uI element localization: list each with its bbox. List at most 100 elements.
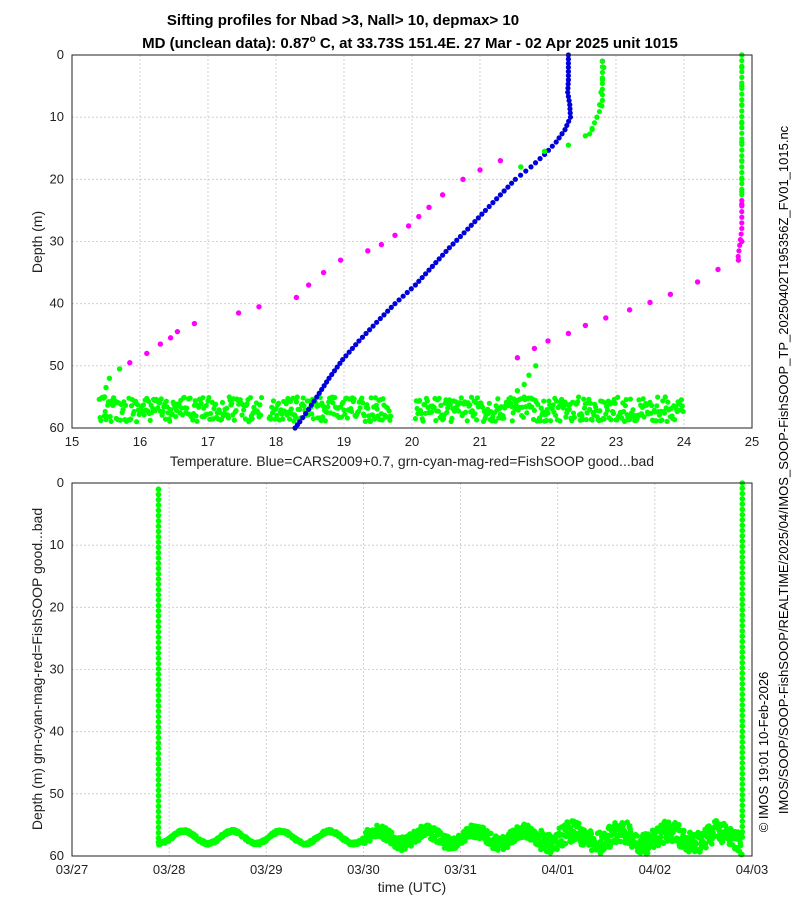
- good-band-point: [229, 400, 235, 407]
- descent-point: [155, 697, 162, 704]
- descent-point: [155, 666, 162, 672]
- descent-point: [155, 777, 162, 783]
- good-band-point: [275, 400, 282, 406]
- bad-point: [603, 315, 609, 321]
- descent-point: [155, 819, 162, 825]
- descent-point: [739, 654, 746, 661]
- good-band-point: [621, 408, 627, 415]
- file-path-label: IMOS/SOOP/SOOP-FishSOOP/REALTIME/2025/04…: [776, 125, 791, 814]
- descent-point: [155, 544, 162, 551]
- descent-point: [155, 771, 162, 778]
- good-band-point: [176, 401, 182, 407]
- descent-point: [155, 592, 162, 598]
- good-band-point: [160, 408, 166, 415]
- profile-point: [735, 253, 741, 260]
- cars-point: [316, 390, 322, 396]
- good-band-point: [661, 410, 668, 416]
- good-band-point: [349, 408, 355, 415]
- good-band-point: [566, 406, 572, 413]
- good-band-point: [233, 408, 239, 414]
- bad-point: [426, 204, 432, 211]
- x-tick-label: 04/03: [736, 862, 769, 877]
- x-tick-label: 03/30: [347, 862, 380, 877]
- title-line2-suffix: C, at 33.73S 151.4E. 27 Mar - 02 Apr 202…: [316, 35, 678, 52]
- cars-point: [486, 203, 492, 210]
- bad-point: [256, 304, 262, 310]
- descent-point: [739, 691, 746, 698]
- chart-title-line2: MD (unclean data): 0.87o C, at 33.73S 15…: [142, 34, 678, 52]
- good-band-point: [270, 398, 277, 404]
- descent-point: [155, 671, 162, 677]
- cars-point: [475, 215, 481, 221]
- descent-point: [155, 576, 162, 582]
- good-band-point: [653, 418, 659, 424]
- cars-point: [553, 139, 559, 145]
- bottom-trace-point: [739, 834, 746, 840]
- descent-point: [155, 740, 162, 746]
- cars-point: [400, 293, 406, 299]
- cars-point: [300, 415, 306, 421]
- cars-point: [501, 188, 507, 194]
- x-tick-label: 22: [541, 434, 555, 449]
- descent-point: [739, 506, 746, 513]
- good-band-point: [297, 406, 303, 413]
- bottom-trace-point: [709, 841, 715, 847]
- good-band-point: [563, 414, 569, 420]
- bottom-trace-point: [693, 841, 699, 847]
- good-band-point: [672, 417, 678, 423]
- cars-point: [494, 196, 500, 202]
- good-band-point: [361, 413, 367, 419]
- bottom-plot-frame: [71, 482, 753, 857]
- descent-point: [739, 739, 746, 745]
- cars-point: [468, 222, 474, 228]
- good-band-point: [587, 400, 594, 406]
- cars-point: [450, 241, 456, 247]
- x-tick-label: 24: [677, 434, 691, 449]
- good-band-point: [211, 405, 217, 412]
- time-depth-plot: 03/27 03/28 03/29 03/30 03/31 04/01 04/02 04/03…: [29, 475, 768, 895]
- top-plot-frame: [71, 54, 753, 429]
- good-band-point: [206, 394, 212, 401]
- cars-point: [549, 143, 555, 149]
- good-band-point: [621, 418, 628, 424]
- cars-point: [565, 81, 571, 87]
- good-band-point: [187, 395, 193, 401]
- good-band-point: [310, 416, 316, 422]
- y-tick-label: 20: [50, 599, 64, 614]
- bottom-x-tick-labels: 03/27 03/28 03/29 03/30 03/31 04/01 04/02 04/03: [56, 862, 769, 877]
- descent-point: [155, 761, 162, 767]
- cars-point: [472, 219, 478, 225]
- bad-point: [305, 282, 312, 288]
- good-band-point: [325, 404, 331, 410]
- bad-point: [514, 355, 521, 361]
- descent-point: [739, 543, 746, 550]
- profile-point: [739, 113, 745, 120]
- descent-point: [155, 581, 162, 588]
- bad-point: [235, 310, 242, 316]
- profile-point: [739, 91, 745, 97]
- good-band-point: [244, 401, 250, 407]
- descent-point: [155, 502, 162, 508]
- cars-point: [356, 338, 362, 344]
- cars-point: [532, 160, 539, 166]
- cars-point: [446, 245, 452, 251]
- good-band-point: [374, 406, 380, 412]
- cars-point: [565, 56, 572, 62]
- cars-point: [326, 375, 332, 381]
- descent-point: [155, 618, 162, 625]
- bad-point: [477, 167, 483, 173]
- credit-label: © IMOS 19:01 10-Feb-2026: [756, 672, 771, 833]
- bottom-trace-point: [681, 827, 687, 834]
- descent-point: [739, 622, 746, 629]
- good-band-point: [156, 400, 163, 406]
- y-tick-label: 10: [50, 109, 64, 124]
- descent-point: [739, 659, 746, 666]
- descent-point: [739, 733, 746, 740]
- good-band-point: [660, 398, 666, 404]
- descent-point: [739, 638, 746, 645]
- good-point: [587, 131, 593, 137]
- descent-point: [155, 570, 162, 577]
- good-point: [599, 69, 606, 76]
- descent-point: [155, 650, 162, 656]
- cars-point: [319, 386, 325, 393]
